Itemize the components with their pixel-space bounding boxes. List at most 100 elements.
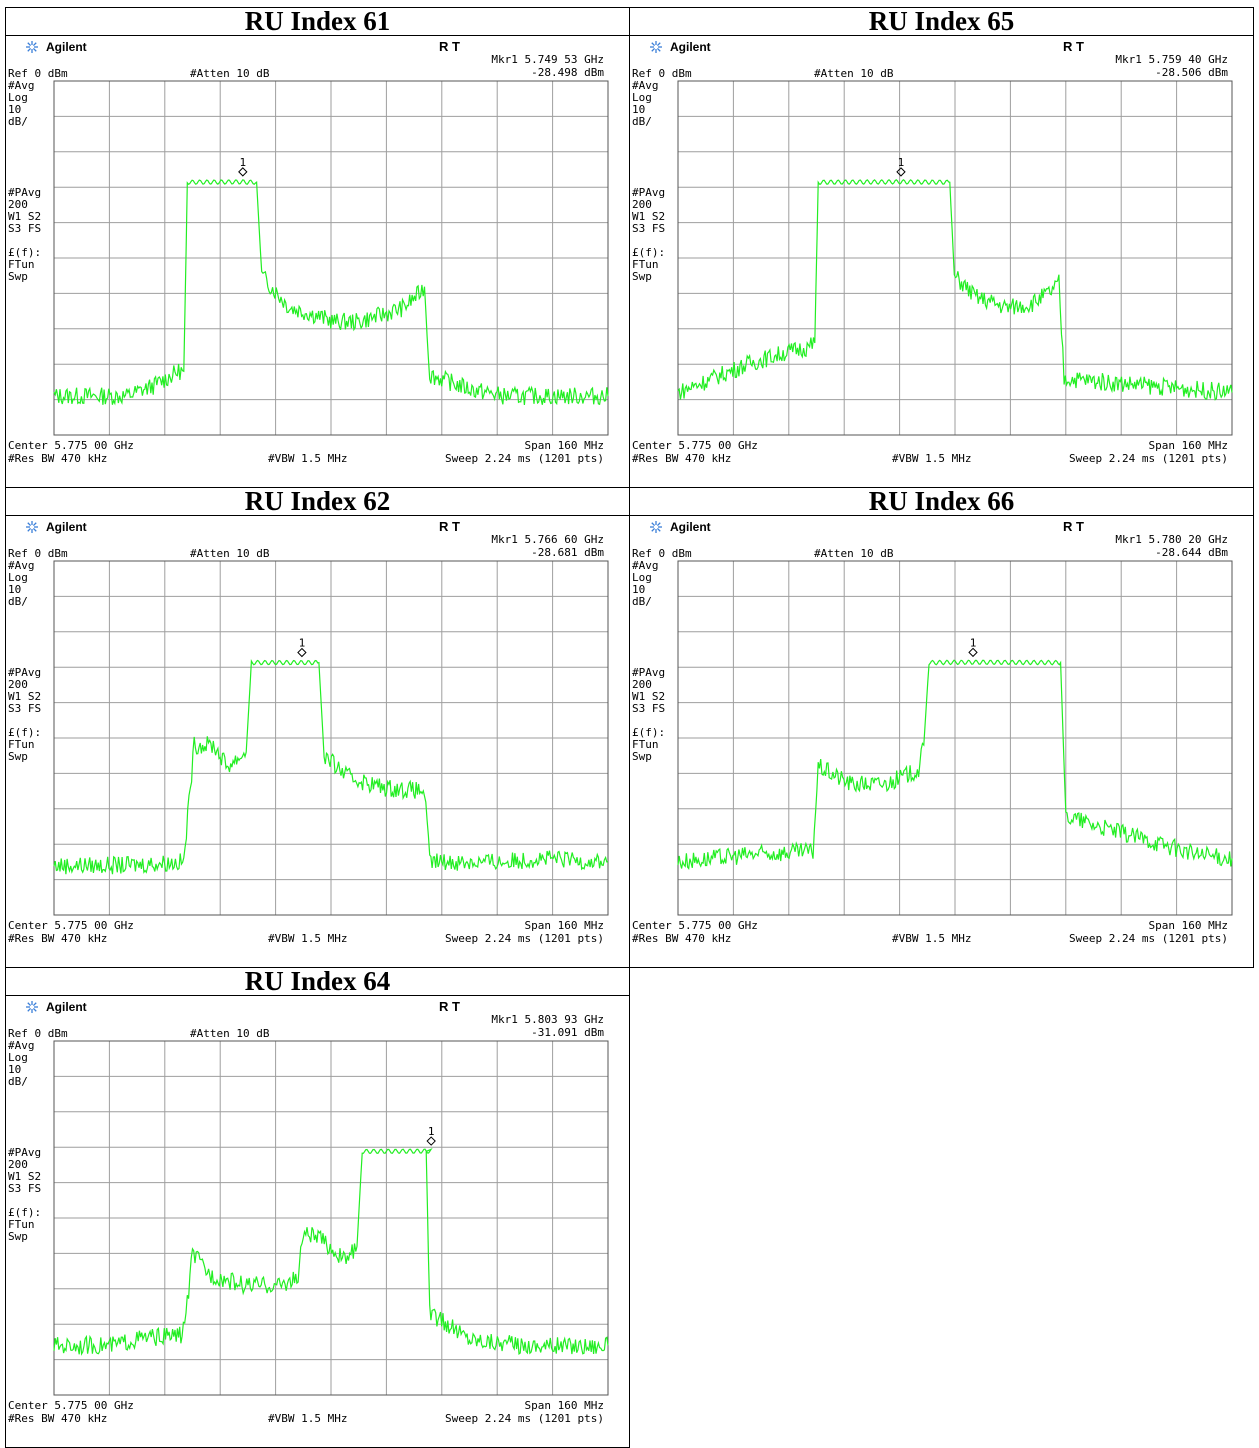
marker-number: 1 [428, 1125, 435, 1138]
trace-line [677, 659, 1233, 871]
side-label: 10 [8, 583, 21, 596]
marker-number: 1 [898, 156, 905, 169]
marker-number: 1 [239, 156, 246, 169]
side-label: S3 FS [8, 222, 41, 235]
side-label: #PAvg [8, 1146, 41, 1159]
side-label: £(f): [8, 1206, 41, 1219]
center-frequency: Center 5.775 00 GHz [632, 439, 758, 452]
trace-line [53, 1147, 609, 1356]
marker-number: 1 [970, 636, 977, 649]
rt-indicator: R T [439, 39, 460, 54]
side-label: #PAvg [8, 186, 41, 199]
side-label: W1 S2 [632, 210, 665, 223]
brand-name: Agilent [46, 520, 87, 534]
panel-title: RU Index 66 [629, 487, 1254, 516]
sweep-time: Sweep 2.24 ms (1201 pts) [445, 1412, 604, 1425]
side-label: dB/ [8, 115, 28, 128]
marker-frequency: Mkr1 5.749 53 GHz [491, 53, 604, 66]
video-bandwidth: #VBW 1.5 MHz [892, 932, 971, 945]
side-label: dB/ [8, 1075, 28, 1088]
marker-diamond-icon [238, 167, 248, 177]
side-label: dB/ [632, 115, 652, 128]
rt-indicator: R T [1063, 519, 1084, 534]
side-label: 200 [632, 678, 652, 691]
marker-diamond-icon [297, 647, 307, 658]
spectrum-plot-cell: Agilent R T Mkr1 5.780 20 GHz -28.644 dBm Re… [629, 515, 1254, 968]
side-label: £(f): [8, 726, 41, 739]
spectrum-plot-cell: Agilent R T Mkr1 5.766 60 GHz -28.681 dBm Re… [5, 515, 630, 968]
trace-line [53, 659, 608, 875]
graticule [53, 1040, 609, 1396]
attenuation: #Atten 10 dB [814, 547, 894, 560]
marker-level: -28.681 dBm [531, 546, 604, 559]
span: Span 160 MHz [525, 919, 604, 932]
reference-level: Ref 0 dBm [8, 67, 68, 80]
span: Span 160 MHz [1149, 439, 1228, 452]
side-label: 200 [8, 678, 28, 691]
attenuation: #Atten 10 dB [814, 67, 894, 80]
video-bandwidth: #VBW 1.5 MHz [268, 452, 347, 465]
side-label: Swp [8, 270, 28, 283]
video-bandwidth: #VBW 1.5 MHz [268, 1412, 347, 1425]
side-label: #PAvg [632, 186, 665, 199]
marker-frequency: Mkr1 5.759 40 GHz [1115, 53, 1228, 66]
agilent-logo-icon [26, 521, 38, 533]
brand-name: Agilent [670, 40, 711, 54]
side-label: Log [8, 1051, 28, 1064]
side-label: W1 S2 [8, 1170, 41, 1183]
reference-level: Ref 0 dBm [632, 547, 692, 560]
attenuation: #Atten 10 dB [190, 547, 270, 560]
agilent-logo-icon [26, 41, 38, 53]
marker-diamond-icon [426, 1136, 436, 1146]
panel-title: RU Index 65 [629, 7, 1254, 36]
side-label: #PAvg [632, 666, 665, 679]
side-label: 200 [8, 1158, 28, 1171]
side-label: £(f): [632, 726, 665, 739]
spectrum-analyzer-screen: Agilent R T Mkr1 5.780 20 GHz-28.644 dBm Re… [630, 519, 1233, 945]
side-label: Swp [8, 750, 28, 763]
side-label: #Avg [632, 559, 659, 572]
side-label: W1 S2 [8, 690, 41, 703]
side-label: Swp [632, 750, 652, 763]
resolution-bandwidth: #Res BW 470 kHz [8, 932, 107, 945]
side-label: #PAvg [8, 666, 41, 679]
side-label: 200 [8, 198, 28, 211]
marker-level: -28.506 dBm [1155, 66, 1228, 79]
side-label: Log [8, 571, 28, 584]
rt-indicator: R T [439, 999, 460, 1014]
side-label: 10 [8, 103, 21, 116]
side-label: S3 FS [632, 702, 665, 715]
side-label: dB/ [8, 595, 28, 608]
panel-title: RU Index 64 [5, 967, 630, 996]
center-frequency: Center 5.775 00 GHz [8, 919, 134, 932]
marker-level: -28.644 dBm [1155, 546, 1228, 559]
empty-cell [630, 996, 1254, 1448]
trace-line [53, 179, 609, 406]
spectrum-analyzer-screen: Agilent R T Mkr1 5.803 93 GHz-31.091 dBm Re… [6, 999, 609, 1425]
side-label: #Avg [8, 79, 35, 92]
brand-name: Agilent [670, 520, 711, 534]
brand-name: Agilent [46, 40, 87, 54]
side-label: #Avg [8, 559, 35, 572]
side-label: Log [8, 91, 28, 104]
spectrum-plot-cell: Agilent R T Mkr1 5.749 53 GHz -28.498 dBm Re… [5, 35, 630, 488]
resolution-bandwidth: #Res BW 470 kHz [632, 932, 731, 945]
screenshot-table: RU Index 61 RU Index 65 Agilent R T Mkr1 5… [5, 7, 1254, 1448]
video-bandwidth: #VBW 1.5 MHz [268, 932, 347, 945]
span: Span 160 MHz [525, 1399, 604, 1412]
side-label: W1 S2 [8, 210, 41, 223]
span: Span 160 MHz [1149, 919, 1228, 932]
rt-indicator: R T [1063, 39, 1084, 54]
side-label: S3 FS [632, 222, 665, 235]
center-frequency: Center 5.775 00 GHz [632, 919, 758, 932]
agilent-logo-icon [26, 1001, 38, 1013]
side-label: FTun [632, 258, 659, 271]
agilent-logo-icon [650, 521, 662, 533]
resolution-bandwidth: #Res BW 470 kHz [8, 1412, 107, 1425]
agilent-logo-icon [650, 41, 662, 53]
video-bandwidth: #VBW 1.5 MHz [892, 452, 971, 465]
side-label: #Avg [8, 1039, 35, 1052]
side-label: S3 FS [8, 702, 41, 715]
spectrum-plot-cell: Agilent R T Mkr1 5.803 93 GHz -31.091 dBm Re… [5, 995, 630, 1448]
side-label: 10 [632, 583, 645, 596]
